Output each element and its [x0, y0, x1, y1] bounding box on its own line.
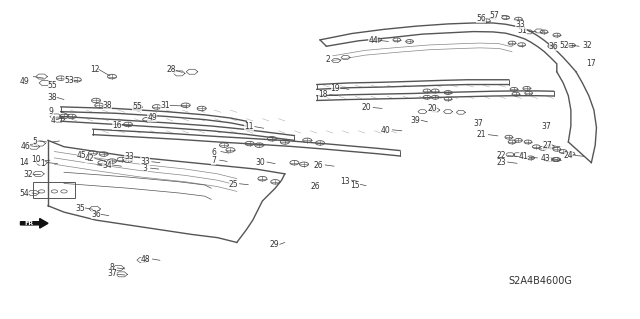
Text: 33: 33	[515, 20, 525, 29]
Text: 48: 48	[141, 255, 151, 264]
Text: 38: 38	[47, 93, 58, 102]
Polygon shape	[20, 219, 48, 228]
Text: 51: 51	[517, 26, 527, 35]
Text: 19: 19	[330, 84, 340, 93]
Text: 37: 37	[541, 122, 552, 130]
Text: 1: 1	[40, 159, 45, 168]
Text: FR: FR	[24, 221, 33, 226]
Text: 38: 38	[102, 101, 113, 110]
Text: 3: 3	[143, 164, 148, 173]
Text: 33: 33	[124, 152, 134, 161]
Text: 17: 17	[586, 59, 596, 68]
Text: 45: 45	[77, 151, 87, 160]
Text: 7: 7	[211, 156, 216, 165]
Text: 26: 26	[314, 161, 324, 170]
Text: 32: 32	[582, 41, 593, 50]
Text: 36: 36	[548, 42, 559, 51]
Text: 37: 37	[474, 119, 484, 128]
Text: 11: 11	[244, 122, 253, 131]
Text: 16: 16	[112, 121, 122, 130]
Text: 43: 43	[541, 154, 551, 163]
Text: 35: 35	[75, 204, 85, 213]
Text: 23: 23	[496, 158, 506, 167]
Text: 13: 13	[340, 177, 350, 186]
Text: 53: 53	[64, 76, 74, 85]
Text: 29: 29	[269, 240, 279, 249]
Text: 32: 32	[23, 170, 33, 179]
Text: 55: 55	[132, 102, 142, 111]
Text: 34: 34	[102, 161, 112, 170]
Text: 18: 18	[318, 90, 327, 99]
Text: 20: 20	[427, 104, 437, 113]
Text: 31: 31	[160, 101, 170, 110]
Text: 8: 8	[109, 263, 115, 272]
Text: 37: 37	[107, 269, 117, 278]
Text: 26: 26	[310, 182, 320, 191]
Text: 22: 22	[497, 151, 506, 160]
Text: 56: 56	[476, 14, 486, 23]
Text: 14: 14	[19, 158, 29, 167]
Text: 52: 52	[559, 41, 570, 50]
Text: 12: 12	[90, 65, 99, 74]
Text: 41: 41	[518, 152, 529, 161]
Text: 49: 49	[147, 113, 157, 122]
Text: 44: 44	[368, 36, 378, 45]
Text: 49: 49	[19, 77, 29, 86]
Text: 46: 46	[20, 142, 31, 151]
Text: 20: 20	[362, 103, 372, 112]
Text: 27: 27	[542, 141, 552, 150]
Text: 28: 28	[167, 65, 176, 74]
Text: 9: 9	[49, 107, 54, 115]
Text: 57: 57	[490, 11, 500, 20]
Text: 33: 33	[140, 157, 150, 166]
Text: 40: 40	[381, 126, 391, 135]
Text: 36: 36	[91, 210, 101, 219]
Text: 39: 39	[410, 116, 420, 125]
Text: 25: 25	[228, 180, 239, 189]
Text: 54: 54	[19, 189, 29, 198]
Text: 5: 5	[33, 137, 38, 146]
Text: 30: 30	[255, 158, 266, 167]
Text: 6: 6	[212, 148, 217, 157]
Text: 55: 55	[47, 81, 58, 90]
Text: S2A4B4600G: S2A4B4600G	[509, 276, 573, 286]
Text: 15: 15	[349, 181, 360, 189]
Text: 42: 42	[84, 154, 95, 163]
Text: 24: 24	[563, 151, 573, 160]
Bar	[33, 182, 75, 198]
Text: 10: 10	[31, 155, 41, 164]
Text: 2: 2	[326, 56, 331, 64]
Text: 21: 21	[477, 130, 486, 139]
Text: 4: 4	[51, 116, 56, 125]
